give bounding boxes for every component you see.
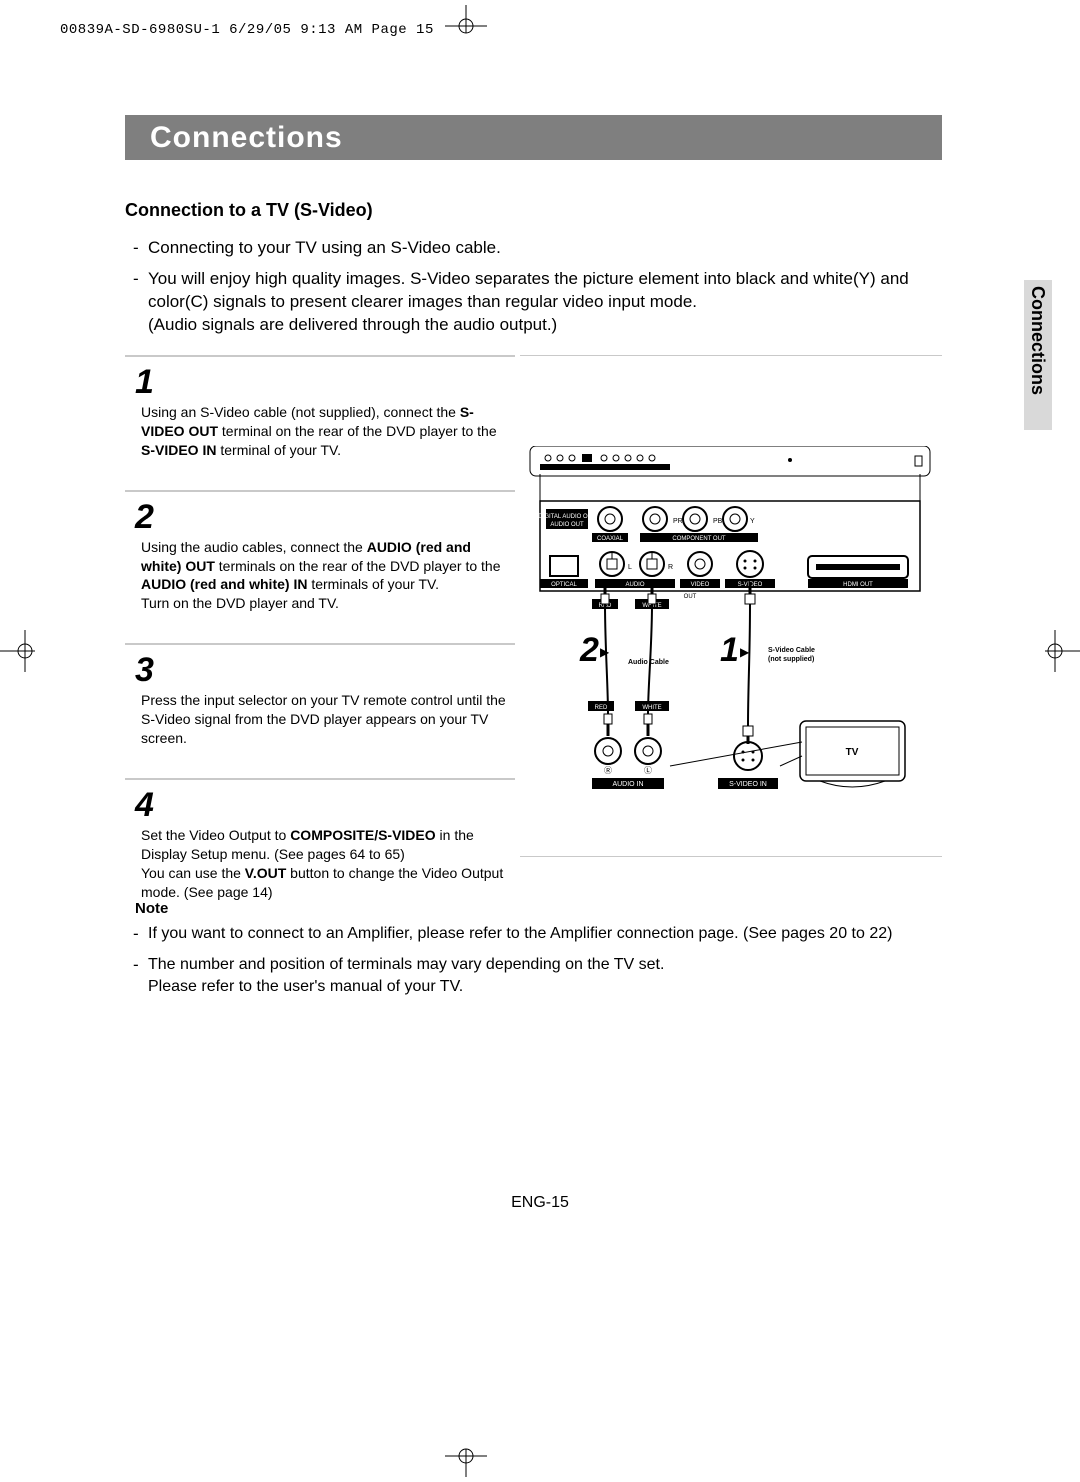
svg-text:Audio Cable: Audio Cable xyxy=(628,659,669,666)
svg-text:PR: PR xyxy=(673,518,683,525)
connection-diagram-area: DIGITAL AUDIO OUT AUDIO OUT COAXIAL PR P… xyxy=(520,355,942,845)
svg-text:▶: ▶ xyxy=(600,645,610,659)
note-item: - If you want to connect to an Amplifier… xyxy=(133,923,942,946)
svg-text:▶: ▶ xyxy=(740,645,750,659)
print-header-meta: 00839A-SD-6980SU-1 6/29/05 9:13 AM Page … xyxy=(60,22,434,38)
intro-item: - You will enjoy high quality images. S-… xyxy=(133,268,942,337)
svg-text:Y: Y xyxy=(750,518,755,525)
svg-text:OPTICAL: OPTICAL xyxy=(551,582,577,588)
notes-heading: Note xyxy=(135,900,942,917)
intro-item-text: Connecting to your TV using an S-Video c… xyxy=(148,237,942,260)
step-body: Using the audio cables, connect the AUDI… xyxy=(135,538,511,614)
svg-text:2: 2 xyxy=(579,631,599,669)
svg-text:Ⓛ: Ⓛ xyxy=(644,766,652,775)
svg-text:S-Video Cable: S-Video Cable xyxy=(768,647,815,654)
diagram-divider-bottom xyxy=(520,856,942,857)
step-block: 2 Using the audio cables, connect the AU… xyxy=(125,490,515,634)
page-number: ENG-15 xyxy=(0,1194,1080,1212)
svg-text:COAXIAL: COAXIAL xyxy=(597,536,624,542)
svg-text:AUDIO: AUDIO xyxy=(625,582,644,588)
svg-text:OUT: OUT xyxy=(684,594,697,600)
svg-text:R: R xyxy=(668,564,673,571)
step-number: 1 xyxy=(135,365,511,399)
step-number: 2 xyxy=(135,500,511,534)
svg-text:AUDIO OUT: AUDIO OUT xyxy=(550,522,584,528)
step-number: 3 xyxy=(135,653,511,687)
svg-text:AUDIO IN: AUDIO IN xyxy=(612,781,643,788)
svg-text:PB: PB xyxy=(713,518,723,525)
svg-text:RED: RED xyxy=(595,705,608,711)
page-title-bar: Connections xyxy=(125,115,942,160)
svg-text:S-VIDEO IN: S-VIDEO IN xyxy=(729,781,767,788)
step-body: Using an S-Video cable (not supplied), c… xyxy=(135,403,511,460)
steps-column: 1 Using an S-Video cable (not supplied),… xyxy=(125,355,515,921)
note-item: - The number and position of terminals m… xyxy=(133,954,942,997)
svg-text:TV: TV xyxy=(846,747,859,758)
intro-item-text: You will enjoy high quality images. S-Vi… xyxy=(148,268,942,337)
page-title: Connections xyxy=(150,121,343,155)
connection-diagram: DIGITAL AUDIO OUT AUDIO OUT COAXIAL PR P… xyxy=(520,446,942,846)
section-subheading: Connection to a TV (S-Video) xyxy=(125,200,942,221)
svg-text:HDMI OUT: HDMI OUT xyxy=(843,582,873,588)
diagram-divider-top xyxy=(520,355,942,356)
svg-text:COMPONENT OUT: COMPONENT OUT xyxy=(672,536,726,542)
svg-text:Ⓡ: Ⓡ xyxy=(604,766,612,775)
note-text: If you want to connect to an Amplifier, … xyxy=(148,923,942,946)
note-text: The number and position of terminals may… xyxy=(148,954,942,997)
svg-text:L: L xyxy=(628,564,632,571)
intro-item: - Connecting to your TV using an S-Video… xyxy=(133,237,942,260)
crop-mark-right xyxy=(1035,640,1080,662)
svg-text:1: 1 xyxy=(720,631,739,669)
svg-text:(not supplied): (not supplied) xyxy=(768,656,814,663)
step-body: Press the input selector on your TV remo… xyxy=(135,691,511,748)
step-block: 3 Press the input selector on your TV re… xyxy=(125,643,515,768)
step-block: 1 Using an S-Video cable (not supplied),… xyxy=(125,355,515,480)
intro-list: - Connecting to your TV using an S-Video… xyxy=(133,237,942,337)
crop-mark-left xyxy=(0,640,45,662)
side-tab: Connections xyxy=(1024,280,1052,430)
crop-mark-top xyxy=(455,15,477,37)
step-body: Set the Video Output to COMPOSITE/S-VIDE… xyxy=(135,826,511,902)
label-digital-audio-out: DIGITAL AUDIO OUT xyxy=(538,514,596,520)
side-tab-label: Connections xyxy=(1027,286,1048,395)
notes-section: Note - If you want to connect to an Ampl… xyxy=(125,900,942,1005)
step-number: 4 xyxy=(135,788,511,822)
svg-text:VIDEO: VIDEO xyxy=(691,582,710,588)
crop-mark-bottom xyxy=(455,1445,477,1467)
svg-text:WHITE: WHITE xyxy=(642,705,661,711)
